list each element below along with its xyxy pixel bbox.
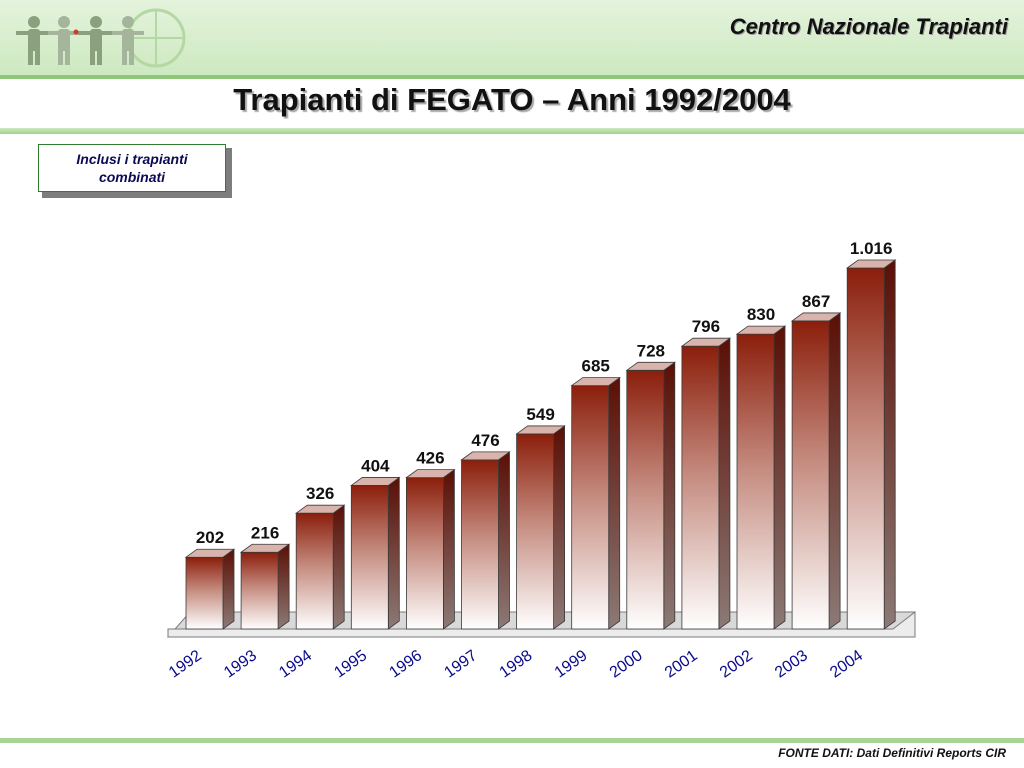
bar-2003 [790,312,842,630]
data-label-1994: 326 [306,484,334,503]
bar-1997 [460,451,511,630]
bar-1992 [184,548,236,630]
bar-2004 [845,259,897,630]
data-label-1999: 685 [582,357,610,376]
x-tick-label-1999: 1999 [552,647,591,681]
header-divider [0,75,1024,79]
data-label-1992: 202 [196,528,224,547]
data-label-1993: 216 [251,523,279,542]
data-label-2003: 867 [802,292,830,311]
bar-2002 [735,325,787,630]
x-tick-label-1998: 1998 [497,647,536,681]
chart-floor-front [167,610,916,638]
x-tick-label-2004: 2004 [827,647,866,681]
x-tick-label-2000: 2000 [607,647,646,681]
data-source-note: FONTE DATI: Dati Definitivi Reports CIR [778,746,1006,760]
bar-1999 [570,376,621,630]
x-tick-label-1995: 1995 [331,647,370,681]
bar-1998 [515,425,566,630]
footer-divider [0,738,1024,743]
x-tick-label-2002: 2002 [717,647,756,681]
data-label-1998: 549 [526,405,554,424]
bar-1995 [350,476,401,630]
data-label-1996: 426 [416,449,444,468]
page-title: Trapianti di FEGATO – Anni 1992/2004 [233,82,791,117]
bar-1994 [294,504,346,630]
bar-1993 [239,543,291,630]
data-label-1995: 404 [361,456,390,475]
data-label-2002: 830 [747,305,775,324]
title-divider [0,128,1024,134]
x-tick-label-1994: 1994 [276,647,315,681]
org-name: Centro Nazionale Trapianti [729,14,1008,39]
data-label-2004: 1.016 [850,239,893,258]
x-tick-label-1997: 1997 [441,647,480,681]
bar-chart: 202 216 326 404 426 476 549 685 728 796 830 867 1.01… [166,239,916,681]
data-label-2000: 728 [637,341,665,360]
bar-1996 [405,468,456,630]
data-label-1997: 476 [471,431,499,450]
x-tick-label-1993: 1993 [221,647,260,681]
x-tick-label-2003: 2003 [772,647,811,681]
x-tick-label-1992: 1992 [166,647,205,681]
bar-2001 [680,337,732,630]
x-tick-label-2001: 2001 [662,647,701,681]
data-label-2001: 796 [692,317,720,336]
x-tick-label-1996: 1996 [386,647,425,681]
note-box: Inclusi i trapianti combinati [38,144,226,192]
bar-2000 [625,361,677,630]
human-figures-logo-icon [16,8,186,68]
